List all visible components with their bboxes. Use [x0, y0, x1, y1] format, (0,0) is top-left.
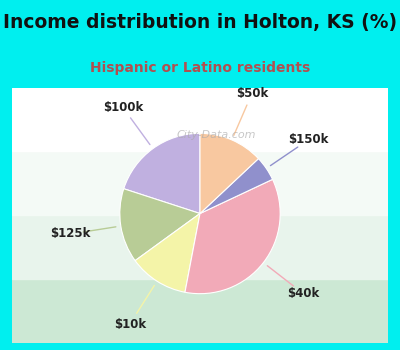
Text: $100k: $100k [103, 101, 143, 114]
Text: $50k: $50k [236, 87, 268, 100]
Text: Income distribution in Holton, KS (%): Income distribution in Holton, KS (%) [3, 13, 397, 32]
Bar [12, 279, 388, 343]
Text: City-Data.com: City-Data.com [176, 130, 256, 140]
Wedge shape [120, 189, 200, 261]
Wedge shape [185, 179, 280, 294]
Bar [12, 151, 388, 215]
Text: $150k: $150k [288, 133, 328, 146]
Wedge shape [200, 159, 272, 214]
Text: $10k: $10k [114, 317, 146, 331]
Wedge shape [135, 214, 200, 292]
Bar [12, 215, 388, 279]
Wedge shape [200, 133, 258, 214]
Text: $40k: $40k [287, 287, 320, 300]
Wedge shape [124, 133, 200, 214]
Text: Hispanic or Latino residents: Hispanic or Latino residents [90, 61, 310, 75]
Text: $125k: $125k [50, 228, 91, 240]
Bar [12, 88, 388, 151]
